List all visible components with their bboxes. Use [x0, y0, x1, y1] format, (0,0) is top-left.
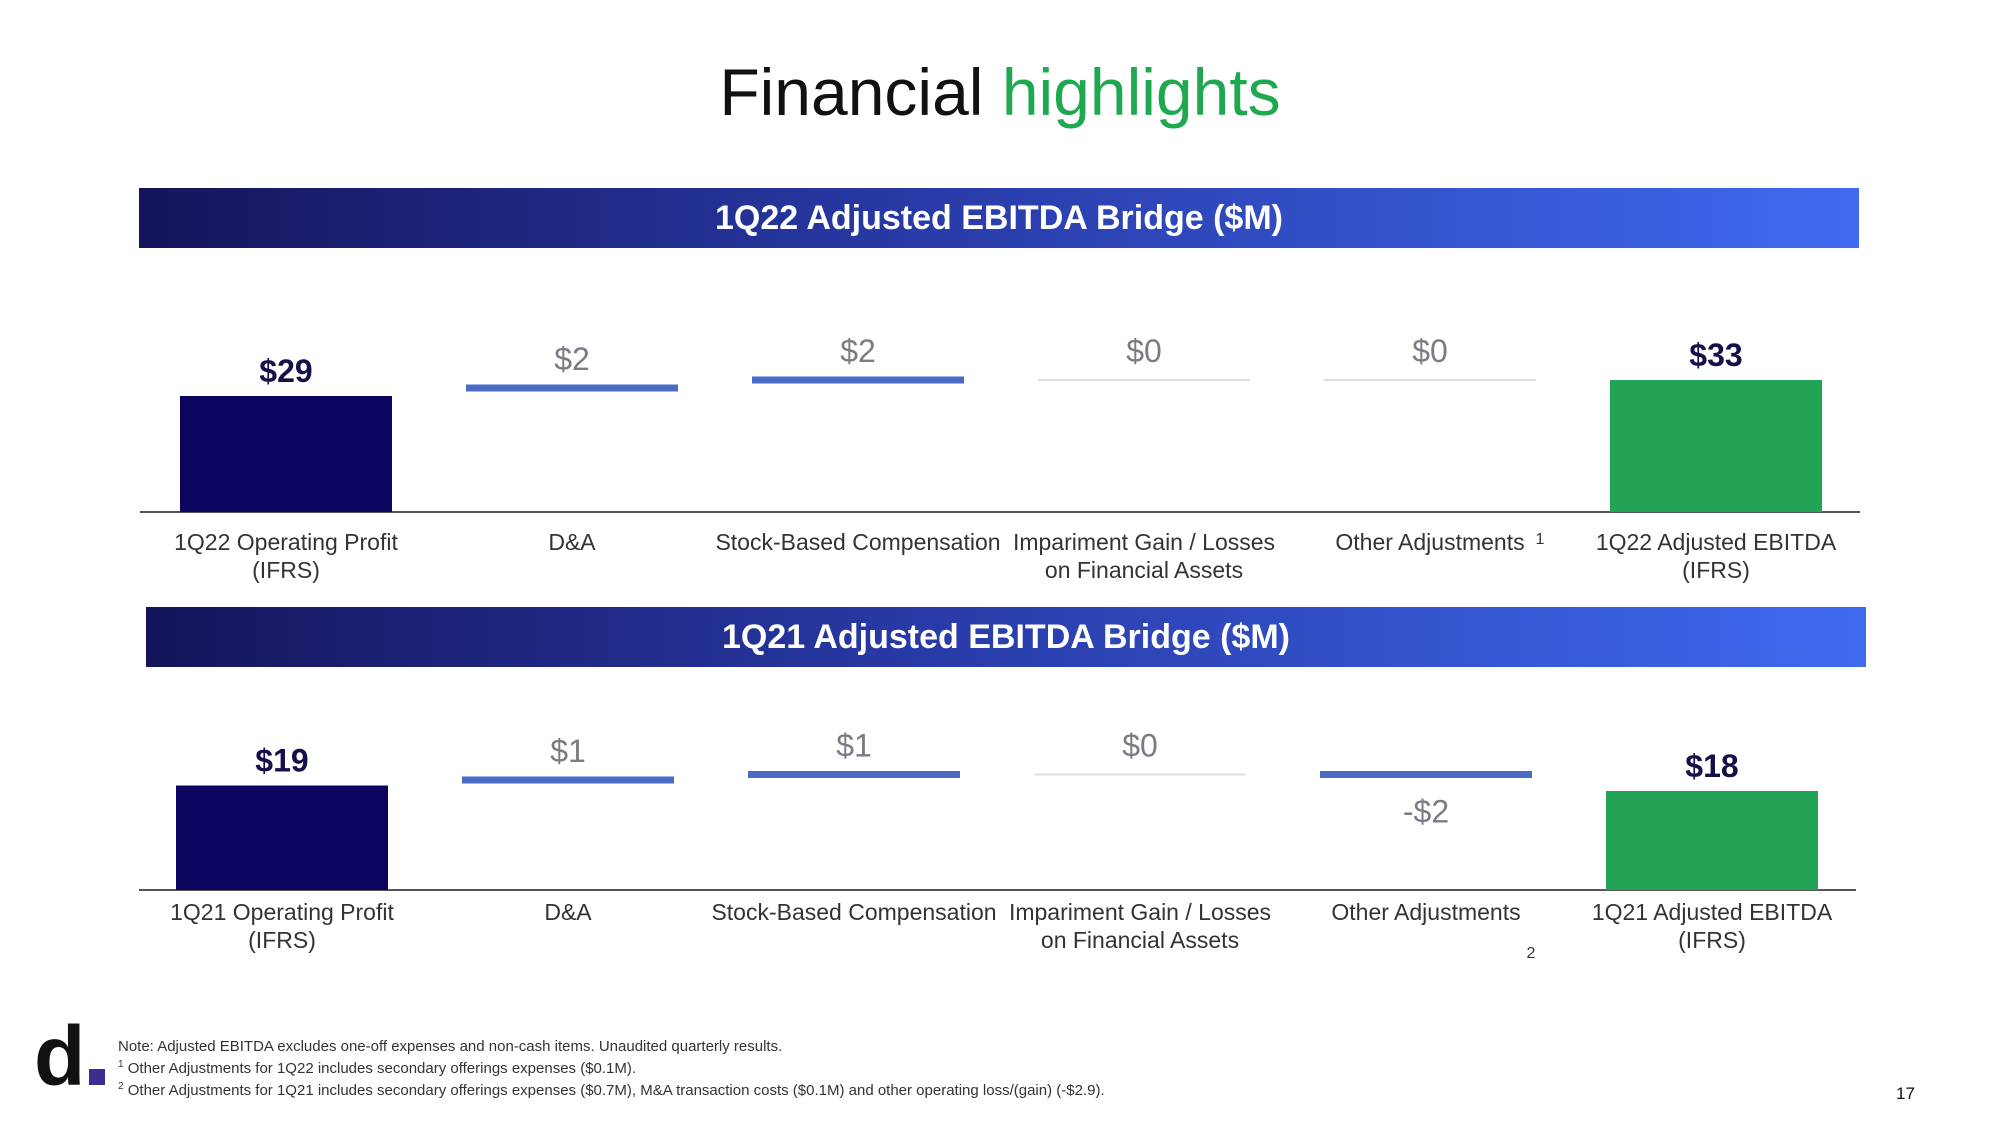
footnote-1-mark: 1: [118, 1059, 124, 1070]
category-label: (IFRS): [1682, 557, 1750, 583]
data-label: $18: [1685, 748, 1738, 784]
category-label: D&A: [548, 529, 596, 555]
data-label: $19: [255, 743, 308, 779]
bar-delta: [462, 776, 674, 784]
footnotes: Note: Adjusted EBITDA excludes one-off e…: [118, 1036, 1718, 1102]
category-footnote-mark: 2: [1527, 945, 1536, 962]
category-label: Other Adjustments: [1335, 529, 1524, 555]
page-title-main: Financial: [719, 55, 984, 129]
category-label: (IFRS): [248, 927, 316, 953]
data-label: $2: [554, 341, 590, 377]
bar-total: [180, 396, 392, 512]
category-label: Stock-Based Compensation: [711, 899, 996, 925]
page-title-accent: highlights: [1001, 55, 1281, 129]
category-label: on Financial Assets: [1041, 927, 1239, 953]
company-logo: d: [34, 1009, 114, 1103]
bar-result: [1606, 791, 1818, 890]
bar-delta: [466, 384, 678, 392]
data-label: $1: [836, 728, 872, 764]
data-label: $33: [1689, 337, 1742, 373]
bar-delta: [748, 771, 960, 778]
category-label: D&A: [544, 899, 592, 925]
bar-delta: [1320, 771, 1532, 778]
bar-delta-zero: [1034, 773, 1246, 776]
data-label: $0: [1122, 728, 1158, 764]
category-label: Other Adjustments: [1331, 899, 1520, 925]
category-label: 1Q21 Operating Profit: [170, 899, 394, 925]
page-title: Financial highlights: [0, 52, 2000, 132]
footnote-1-text: Other Adjustments for 1Q22 includes seco…: [127, 1060, 637, 1077]
category-footnote-mark: 1: [1536, 531, 1545, 548]
category-label: 1Q21 Adjusted EBITDA: [1592, 899, 1833, 925]
category-label: 1Q22 Adjusted EBITDA: [1596, 529, 1837, 555]
category-label: Impariment Gain / Losses: [1009, 899, 1271, 925]
data-label: $29: [259, 353, 312, 389]
category-label: (IFRS): [252, 557, 320, 583]
footnote-1: 1 Other Adjustments for 1Q22 includes se…: [118, 1058, 1718, 1080]
footnote-2-text: Other Adjustments for 1Q21 includes seco…: [127, 1082, 1105, 1099]
category-label: Stock-Based Compensation: [715, 529, 1000, 555]
footnote-2: 2 Other Adjustments for 1Q21 includes se…: [118, 1080, 1718, 1102]
bar-delta-zero: [1038, 379, 1250, 381]
category-label: 1Q22 Operating Profit: [174, 529, 398, 555]
data-label: -$2: [1403, 794, 1449, 830]
category-label: (IFRS): [1678, 927, 1746, 953]
data-label: $1: [550, 733, 586, 769]
footnote-2-mark: 2: [118, 1081, 124, 1092]
data-label: $0: [1126, 333, 1162, 369]
category-label: Impariment Gain / Losses: [1013, 529, 1275, 555]
data-label: $0: [1412, 333, 1448, 369]
bar-delta: [752, 376, 964, 384]
chart-banner-1q22: 1Q22 Adjusted EBITDA Bridge ($M): [139, 188, 1859, 248]
bar-delta-zero: [1324, 379, 1536, 381]
logo-dot-icon: [89, 1069, 105, 1085]
logo-letter-icon: d: [34, 1009, 86, 1103]
chart-banner-1q21: 1Q21 Adjusted EBITDA Bridge ($M): [146, 607, 1866, 667]
data-label: $2: [840, 333, 876, 369]
category-label: on Financial Assets: [1045, 557, 1243, 583]
page-number: 17: [1896, 1084, 1915, 1103]
footnote-main: Note: Adjusted EBITDA excludes one-off e…: [118, 1038, 783, 1055]
bar-total: [176, 785, 388, 890]
bar-result: [1610, 380, 1822, 512]
